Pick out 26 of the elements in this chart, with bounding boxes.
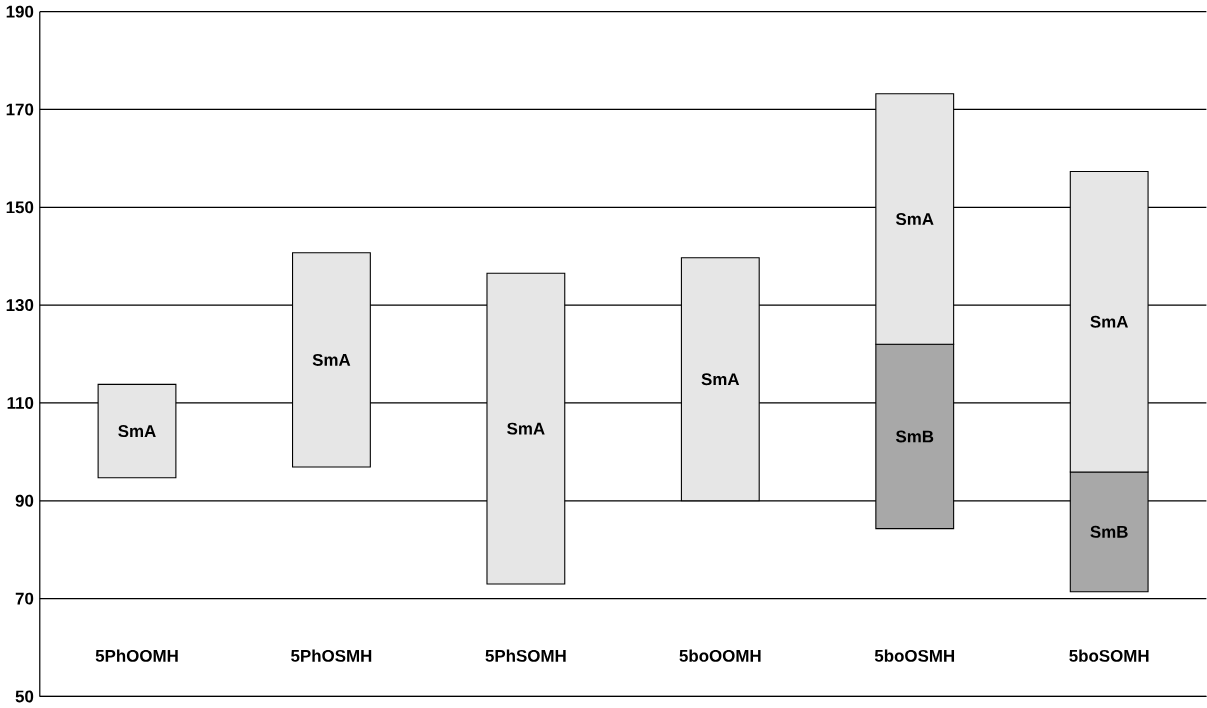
x-tick-label: 5PhSOMH: [485, 649, 566, 662]
y-tick-label: 170: [6, 103, 34, 116]
x-tick-label: 5boSOMH: [1069, 649, 1149, 662]
bar: [97, 383, 177, 479]
y-tick-label: 50: [15, 690, 34, 703]
y-tick-label: 110: [7, 396, 34, 409]
y-tick-label: 130: [6, 299, 34, 312]
bar: [292, 252, 371, 468]
y-tick-label: 150: [6, 201, 34, 214]
x-tick-label: 5boOSMH: [874, 649, 955, 662]
y-tick-label: 70: [15, 592, 34, 605]
text: SmA: [1090, 315, 1129, 328]
text: SmA: [507, 422, 545, 435]
x-tick-label: 5PhOOMH: [95, 649, 178, 662]
text: SmB: [1090, 525, 1128, 538]
y-tick-label: 190: [6, 5, 34, 18]
series-label: SmB: [895, 430, 934, 443]
text: SmA: [701, 373, 740, 386]
bar: [486, 272, 566, 585]
series-label: SmA: [895, 213, 934, 225]
x-tick-label: 5boOOMH: [679, 649, 761, 662]
bar: [680, 257, 760, 502]
text: SmA: [312, 353, 351, 366]
text: SmA: [118, 425, 156, 438]
x-tick-label: 5PhOSMH: [291, 649, 372, 662]
y-tick-label: 90: [15, 494, 34, 507]
